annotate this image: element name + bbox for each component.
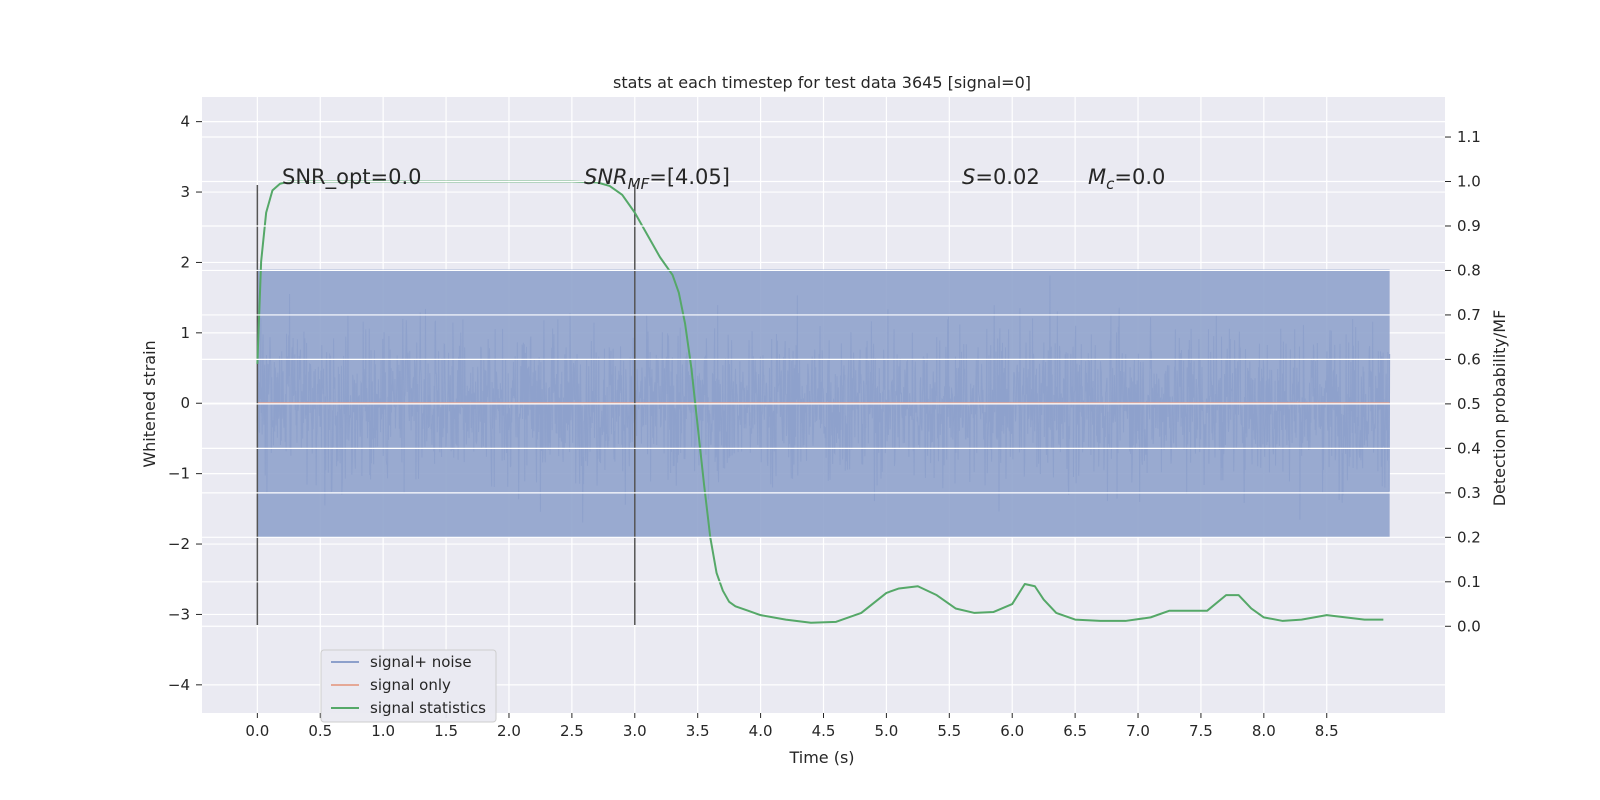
annotation-snr-opt: SNR_opt=0.0 — [282, 165, 422, 190]
noise-line — [256, 275, 1391, 523]
legend: signal+ noise signal only signal statist… — [320, 649, 497, 723]
y-axis-left: 4 3 2 1 0 −1 −2 −3 −4 — [168, 113, 202, 694]
y-right-tick-label: 1.1 — [1457, 128, 1481, 146]
x-axis-label: Time (s) — [788, 748, 854, 767]
x-tick-label: 2.0 — [497, 722, 521, 740]
y-right-tick-label: 0.4 — [1457, 439, 1481, 457]
chart-title: stats at each timestep for test data 364… — [613, 73, 1031, 92]
legend-label-signal-only: signal only — [370, 676, 451, 694]
y-right-tick-label: 0.8 — [1457, 261, 1481, 279]
annotation-mc-symbol: M — [1088, 165, 1106, 189]
vlines — [256, 185, 636, 625]
x-tick-label: 7.5 — [1189, 722, 1213, 740]
grid-right — [202, 136, 1445, 627]
y-left-tick-label: −3 — [168, 605, 190, 623]
x-axis: 0.0 0.5 1.0 1.5 2.0 2.5 3.0 3.5 4.0 4.5 5.0 5.5 6.0 6… — [245, 713, 1339, 740]
annotation-snr-mf: SNRMF=[4.05] — [584, 165, 730, 193]
y-right-tick-label: 0.1 — [1457, 573, 1481, 591]
y-axis-right: 1.1 1.0 0.9 0.8 0.7 0.6 0.5 0.4 0.3 0.2 0.1 0.0 — [1445, 128, 1481, 635]
x-tick-label: 3.0 — [623, 722, 647, 740]
annotation-s-symbol: S — [962, 165, 975, 189]
annotation-s: S=0.02 — [962, 165, 1040, 189]
legend-label-statistics: signal statistics — [370, 699, 486, 717]
annotation-snr-mf-main: SNR — [584, 165, 628, 189]
y-right-tick-label: 0.6 — [1457, 350, 1481, 368]
annotation-snr-mf-sub: MF — [628, 175, 650, 193]
y-left-tick-label: 2 — [180, 253, 190, 271]
y-axis-right-label: Detection probability/MF — [1490, 310, 1509, 507]
x-tick-label: 8.0 — [1252, 722, 1276, 740]
y-axis-left-label: Whitened strain — [140, 340, 159, 467]
x-tick-label: 5.5 — [937, 722, 961, 740]
x-tick-label: 5.0 — [874, 722, 898, 740]
y-left-tick-label: 0 — [180, 394, 190, 412]
annotation-snr-mf-value: =[4.05] — [649, 165, 730, 189]
x-tick-label: 2.5 — [560, 722, 584, 740]
y-left-tick-label: 3 — [180, 183, 190, 201]
x-tick-label: 4.5 — [812, 722, 836, 740]
annotations: SNR_opt=0.0 SNRMF=[4.05] S=0.02 Mc=0.0 — [282, 165, 1165, 193]
x-tick-label: 3.5 — [686, 722, 710, 740]
x-tick-label: 8.5 — [1315, 722, 1339, 740]
y-right-tick-label: 0.0 — [1457, 617, 1481, 635]
y-right-tick-label: 0.9 — [1457, 217, 1481, 235]
y-left-tick-label: 1 — [180, 324, 190, 342]
x-tick-label: 6.0 — [1000, 722, 1024, 740]
annotation-mc: Mc=0.0 — [1088, 165, 1165, 193]
y-right-tick-label: 0.3 — [1457, 484, 1481, 502]
y-right-tick-label: 0.7 — [1457, 306, 1481, 324]
legend-box — [320, 649, 497, 723]
x-tick-label: 7.0 — [1126, 722, 1150, 740]
y-left-tick-label: 4 — [180, 113, 190, 131]
x-tick-label: 0.5 — [308, 722, 332, 740]
x-tick-label: 1.0 — [371, 722, 395, 740]
annotation-s-value: =0.02 — [975, 165, 1039, 189]
annotation-mc-sub: c — [1106, 175, 1115, 193]
y-left-tick-label: −4 — [168, 676, 190, 694]
y-right-tick-label: 0.2 — [1457, 528, 1481, 546]
y-left-tick-label: −1 — [168, 465, 190, 483]
annotation-mc-value: =0.0 — [1114, 165, 1165, 189]
legend-label-noise: signal+ noise — [370, 653, 472, 671]
x-tick-label: 0.0 — [245, 722, 269, 740]
x-tick-label: 4.0 — [749, 722, 773, 740]
y-right-tick-label: 1.0 — [1457, 173, 1481, 191]
y-right-tick-label: 0.5 — [1457, 395, 1481, 413]
y-left-tick-label: −2 — [168, 535, 190, 553]
x-tick-label: 1.5 — [434, 722, 458, 740]
x-tick-label: 6.5 — [1063, 722, 1087, 740]
